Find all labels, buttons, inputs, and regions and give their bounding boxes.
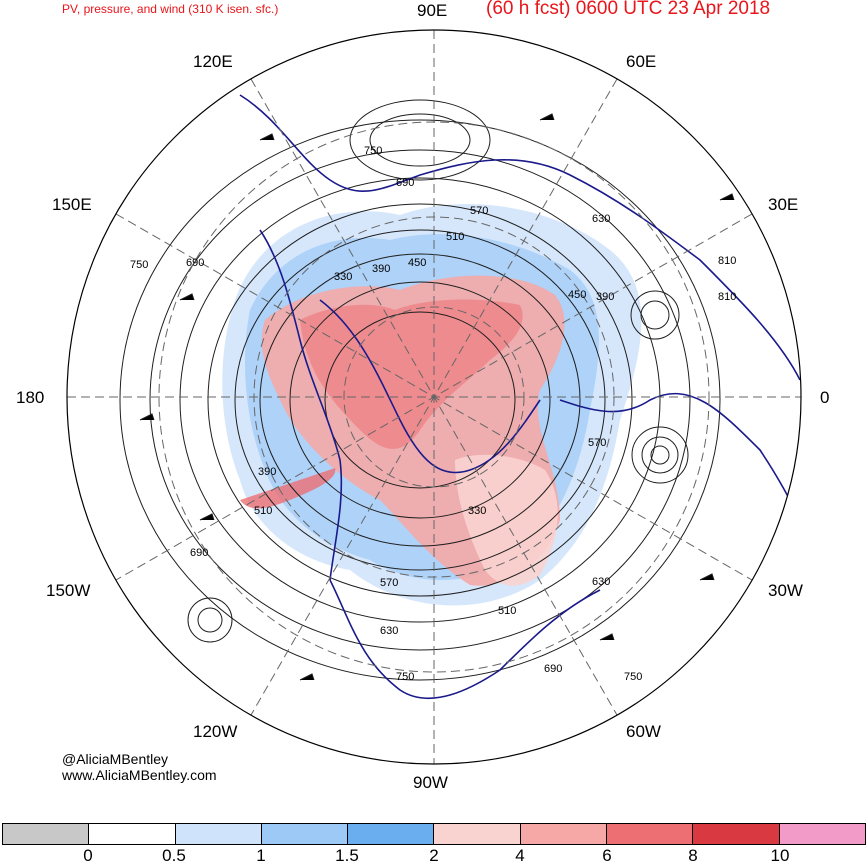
contour-label-group: 750 690 630 570 510 450 390 810 330 750 … — [130, 145, 736, 683]
contour-label: 750 — [396, 671, 414, 683]
contour-label: 450 — [568, 289, 586, 301]
map-title-right: (60 h fcst) 0600 UTC 23 Apr 2018 — [486, 0, 771, 19]
longitude-label-60e: 60E — [626, 52, 657, 71]
longitude-label-60w: 60W — [626, 722, 661, 741]
contour-label: 690 — [190, 547, 208, 559]
contour-label: 690 — [396, 177, 414, 189]
pv-shading-streamer — [240, 468, 336, 509]
contour-label: 810 — [718, 255, 736, 267]
longitude-label-150e: 150E — [52, 195, 92, 214]
colorbar-tick-label: 8 — [688, 846, 698, 865]
longitude-label-120w: 120W — [193, 722, 238, 741]
contour-label: 390 — [372, 263, 390, 275]
contour-label: 630 — [380, 625, 398, 637]
contour-label: 810 — [718, 291, 736, 303]
map-boundary — [66, 29, 802, 765]
wind-barbs — [139, 113, 735, 681]
longitude-label-90e: 90E — [417, 1, 448, 20]
contour-label: 690 — [186, 257, 204, 269]
map-field-layer — [119, 94, 801, 700]
colorbar-tick-label: 0 — [83, 846, 93, 865]
colorbar-segment — [89, 824, 176, 844]
credit-handle: @AliciaMBentley — [62, 751, 169, 767]
colorbar-tick-label: 1 — [256, 846, 266, 865]
contour-label: 390 — [258, 466, 276, 478]
colorbar-segment — [434, 824, 521, 844]
colorbar-tick-label: 6 — [602, 846, 612, 865]
contour-label: 450 — [408, 257, 426, 269]
contour-label: 750 — [130, 259, 148, 271]
contour-label: 330 — [468, 505, 486, 517]
pv-shading-pink-east — [455, 454, 558, 586]
colorbar-tick-label: 1.5 — [335, 846, 359, 865]
contour-label: 570 — [380, 577, 398, 589]
contour-label: 750 — [364, 145, 382, 157]
polar-stereographic-map: 750 690 630 570 510 450 390 810 330 750 … — [66, 29, 802, 765]
map-title-left: PV, pressure, and wind (310 K isen. sfc.… — [62, 2, 279, 16]
contour-label: 630 — [592, 576, 610, 588]
colorbar-tick-label: 10 — [770, 846, 790, 865]
longitude-label-150w: 150W — [46, 581, 91, 600]
colorbar-tick-label: 0.5 — [162, 846, 186, 865]
colorbar-segment — [175, 824, 262, 844]
colorbar-segment — [261, 824, 349, 844]
contour-label: 510 — [446, 231, 464, 243]
colorbar-tick-label: 4 — [515, 846, 525, 865]
longitude-label-0: 0 — [820, 388, 830, 407]
colorbar-segment — [3, 824, 90, 844]
colorbar-segment — [693, 824, 780, 844]
longitude-label-30e: 30E — [768, 195, 799, 214]
colorbar-segment — [607, 824, 694, 844]
height-contours — [119, 99, 721, 681]
credit-website: www.AliciaMBentley.com — [62, 767, 217, 783]
longitude-label-120e: 120E — [193, 52, 233, 71]
colorbar-segment — [348, 824, 435, 844]
contour-label: 510 — [498, 605, 516, 617]
contour-label: 630 — [592, 213, 610, 225]
longitude-label-180: 180 — [16, 388, 45, 407]
contour-label: 330 — [334, 271, 352, 283]
colorbar-segment — [779, 824, 865, 844]
contour-label: 510 — [254, 505, 272, 517]
pv-colorbar — [2, 823, 866, 845]
coastlines — [239, 94, 801, 700]
contour-label: 690 — [544, 663, 562, 675]
colorbar-segment — [520, 824, 608, 844]
contour-label: 750 — [624, 671, 642, 683]
contour-label: 570 — [470, 205, 488, 217]
longitude-label-30w: 30W — [768, 581, 803, 600]
colorbar-tick-label: 2 — [429, 846, 439, 865]
longitude-label-90w: 90W — [413, 773, 448, 792]
contour-label: 390 — [596, 291, 614, 303]
credit-block: @AliciaMBentley www.AliciaMBentley.com — [62, 751, 217, 783]
graticule — [67, 30, 801, 764]
contour-label: 570 — [588, 437, 606, 449]
